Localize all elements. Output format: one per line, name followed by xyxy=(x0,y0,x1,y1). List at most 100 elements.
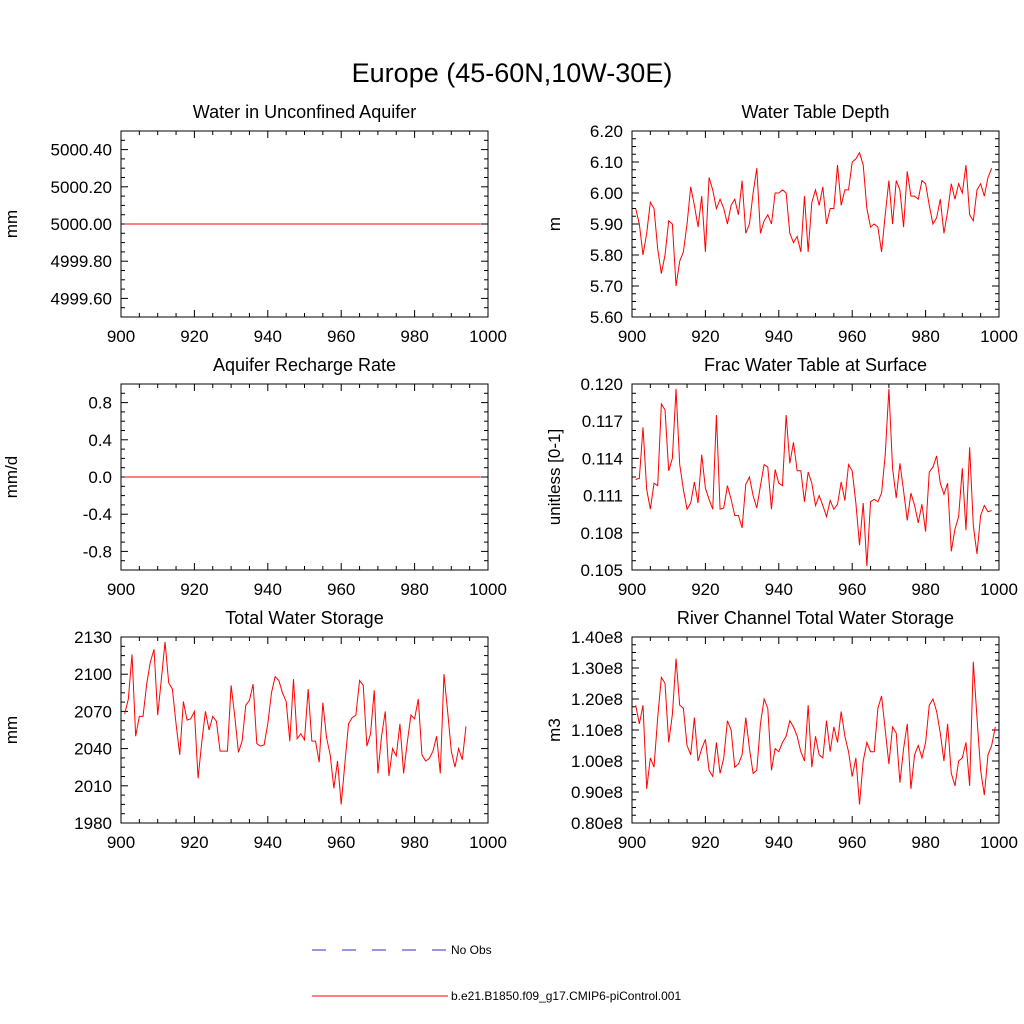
x-tick-label: 920 xyxy=(180,580,208,599)
y-tick-label: 1.20e8 xyxy=(571,690,623,709)
x-tick-label: 900 xyxy=(618,327,646,346)
y-axis-label: m xyxy=(545,217,564,231)
x-tick-label: 940 xyxy=(765,833,793,852)
y-axis-label: mm xyxy=(2,716,21,744)
y-tick-label: 2040 xyxy=(74,740,112,759)
x-tick-label: 980 xyxy=(911,580,939,599)
x-tick-label: 1000 xyxy=(980,580,1018,599)
x-tick-label: 940 xyxy=(765,580,793,599)
chart-panels: Water in Unconfined Aquifer mm 900 920 940 96… xyxy=(2,102,1018,852)
x-tick-label: 1000 xyxy=(469,327,507,346)
plot-frame xyxy=(631,636,1000,824)
y-axis-label: mm xyxy=(2,210,21,238)
x-tick-label: 1000 xyxy=(980,327,1018,346)
x-tick-label: 1000 xyxy=(469,580,507,599)
chart-title: Water in Unconfined Aquifer xyxy=(193,102,416,122)
y-tick-label: -0.4 xyxy=(83,505,112,524)
chart-title: Water Table Depth xyxy=(741,102,889,122)
x-tick-label: 920 xyxy=(180,327,208,346)
y-tick-label: 0.120 xyxy=(580,375,623,394)
y-tick-label: 4999.80 xyxy=(51,252,112,271)
series-line xyxy=(635,388,992,567)
x-tick-label: 920 xyxy=(180,833,208,852)
y-tick-label: 1980 xyxy=(74,814,112,833)
x-tick-label: 960 xyxy=(838,580,866,599)
plot-frame xyxy=(631,383,1000,571)
x-tick-label: 900 xyxy=(107,580,135,599)
x-tick-label: 940 xyxy=(254,327,282,346)
y-tick-label: 5000.20 xyxy=(51,178,112,197)
legend: No Obs b.e21.B1850.f09_g17.CMIP6-piContro… xyxy=(312,943,681,1003)
chart-panel-4: Frac Water Table at Surface unitless [0-1… xyxy=(545,355,1018,599)
x-tick-label: 980 xyxy=(400,327,428,346)
y-tick-label: 0.0 xyxy=(88,468,112,487)
x-tick-label: 900 xyxy=(618,833,646,852)
x-tick-label: 900 xyxy=(107,327,135,346)
y-tick-label: 6.00 xyxy=(590,184,623,203)
y-axis-label: unitless [0-1] xyxy=(545,429,564,525)
chart-panel-1: Water in Unconfined Aquifer mm 900 920 940 96… xyxy=(2,102,507,346)
y-tick-label: 2070 xyxy=(74,702,112,721)
x-tick-label: 960 xyxy=(327,580,355,599)
y-tick-label: 1.40e8 xyxy=(571,628,623,647)
x-tick-label: 980 xyxy=(400,833,428,852)
y-tick-label: 5.60 xyxy=(590,308,623,327)
y-tick-label: 0.105 xyxy=(580,561,623,580)
x-tick-label: 940 xyxy=(254,833,282,852)
y-tick-label: 0.108 xyxy=(580,524,623,543)
legend-label: No Obs xyxy=(451,943,492,957)
x-tick-label: 980 xyxy=(911,327,939,346)
y-tick-label: 0.117 xyxy=(582,412,623,431)
chart-panel-5: Total Water Storage mm 900 920 940 960 980 1000… xyxy=(2,608,507,852)
x-tick-label: 960 xyxy=(838,833,866,852)
y-tick-label: 5.80 xyxy=(590,246,623,265)
y-tick-label: 6.20 xyxy=(590,122,623,141)
y-tick-label: 2130 xyxy=(74,628,112,647)
x-tick-label: 960 xyxy=(838,327,866,346)
legend-label: b.e21.B1850.f09_g17.CMIP6-piControl.001 xyxy=(451,989,681,1003)
chart-panel-6: River Channel Total Water Storage m3 900 92… xyxy=(545,608,1018,852)
chart-panel-2: Water Table Depth m 900 920 940 960 980 1000 5.6… xyxy=(545,102,1018,346)
x-tick-label: 960 xyxy=(327,833,355,852)
y-tick-label: 2100 xyxy=(74,665,112,684)
x-tick-label: 900 xyxy=(618,580,646,599)
y-tick-label: 2010 xyxy=(74,777,112,796)
series-line xyxy=(635,658,996,805)
x-tick-label: 980 xyxy=(400,580,428,599)
x-tick-label: 1000 xyxy=(980,833,1018,852)
y-tick-label: 6.10 xyxy=(590,153,623,172)
series-line xyxy=(124,641,467,805)
y-tick-label: 1.30e8 xyxy=(571,659,623,678)
y-tick-label: 0.4 xyxy=(88,431,112,450)
x-tick-label: 900 xyxy=(107,833,135,852)
y-tick-label: 0.114 xyxy=(582,449,623,468)
x-tick-label: 940 xyxy=(254,580,282,599)
x-tick-label: 920 xyxy=(691,327,719,346)
y-tick-label: 5.90 xyxy=(590,215,623,234)
chart-title: River Channel Total Water Storage xyxy=(677,608,954,628)
y-tick-label: 1.10e8 xyxy=(571,721,623,740)
chart-panel-3: Aquifer Recharge Rate mm/d 900 920 940 960 980… xyxy=(2,355,507,599)
chart-title: Aquifer Recharge Rate xyxy=(213,355,396,375)
y-tick-label: 0.80e8 xyxy=(571,814,623,833)
y-tick-label: 1.00e8 xyxy=(571,752,623,771)
y-tick-label: -0.8 xyxy=(83,542,112,561)
x-tick-label: 960 xyxy=(327,327,355,346)
y-axis-label: mm/d xyxy=(2,456,21,499)
y-tick-label: 5000.40 xyxy=(51,141,112,160)
y-axis-label: m3 xyxy=(545,718,564,742)
y-tick-label: 0.90e8 xyxy=(571,783,623,802)
y-tick-label: 5000.00 xyxy=(51,215,112,234)
x-tick-label: 1000 xyxy=(469,833,507,852)
series-line xyxy=(635,151,993,287)
x-tick-label: 980 xyxy=(911,833,939,852)
chart-title: Frac Water Table at Surface xyxy=(704,355,927,375)
y-tick-label: 4999.60 xyxy=(51,289,112,308)
plot-frame xyxy=(120,636,489,824)
x-tick-label: 920 xyxy=(691,580,719,599)
y-tick-label: 0.8 xyxy=(88,394,112,413)
x-tick-label: 920 xyxy=(691,833,719,852)
chart-title: Total Water Storage xyxy=(225,608,383,628)
y-tick-label: 0.111 xyxy=(583,487,623,506)
